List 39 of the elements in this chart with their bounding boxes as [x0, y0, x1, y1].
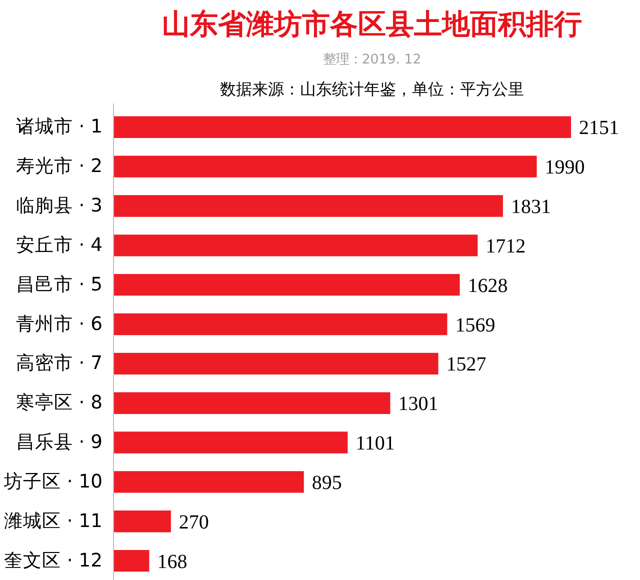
- bar: [114, 432, 348, 454]
- bar: [114, 234, 478, 256]
- data-label: 1712: [486, 235, 526, 258]
- data-label: 1831: [510, 196, 551, 218]
- y-tick-label: 青州市 · 6: [16, 312, 103, 335]
- y-tick-label: 寒亭区 · 8: [16, 392, 103, 414]
- bar: [114, 352, 438, 375]
- data-label: 270: [178, 511, 209, 534]
- chart-title: 山东省潍坊市各区县土地面积排行: [162, 8, 582, 40]
- y-tick-label: 诸城市 · 1: [16, 116, 103, 138]
- bar: [114, 156, 537, 178]
- y-tick-label: 临朐县 · 3: [16, 195, 103, 216]
- data-label: 895: [312, 472, 342, 494]
- data-label: 1990: [544, 156, 585, 179]
- y-tick-label: 奎文区 · 12: [4, 550, 102, 572]
- bar: [114, 550, 150, 572]
- source-note: 数据来源：山东统计年鉴，单位：平方公里: [220, 80, 524, 98]
- y-tick-label: 高密市 · 7: [16, 352, 103, 374]
- data-label: 1101: [356, 432, 395, 455]
- bar: [114, 274, 460, 296]
- y-tick-label: 昌乐县 · 9: [16, 432, 103, 454]
- bar: [114, 471, 304, 493]
- data-label: 1301: [398, 393, 438, 416]
- data-label: 1628: [468, 274, 508, 297]
- chart-subtitle: 整理：2019. 12: [322, 52, 422, 68]
- bar: [114, 392, 390, 414]
- y-tick-label: 安丘市 · 4: [16, 234, 103, 256]
- data-label: 2151: [579, 117, 620, 140]
- bar: [114, 510, 171, 532]
- data-label: 1569: [455, 314, 496, 336]
- y-tick-label: 坊子区 · 10: [2, 470, 102, 492]
- y-tick-label: 潍城区 · 11: [4, 510, 102, 532]
- data-label: 1527: [446, 354, 486, 376]
- bar: [114, 313, 448, 336]
- bar: [114, 116, 572, 138]
- y-tick-label: 昌邑市 · 5: [16, 273, 103, 296]
- bar: [114, 195, 503, 217]
- y-tick-label: 寿光市 · 2: [16, 155, 103, 178]
- data-label: 168: [157, 550, 188, 573]
